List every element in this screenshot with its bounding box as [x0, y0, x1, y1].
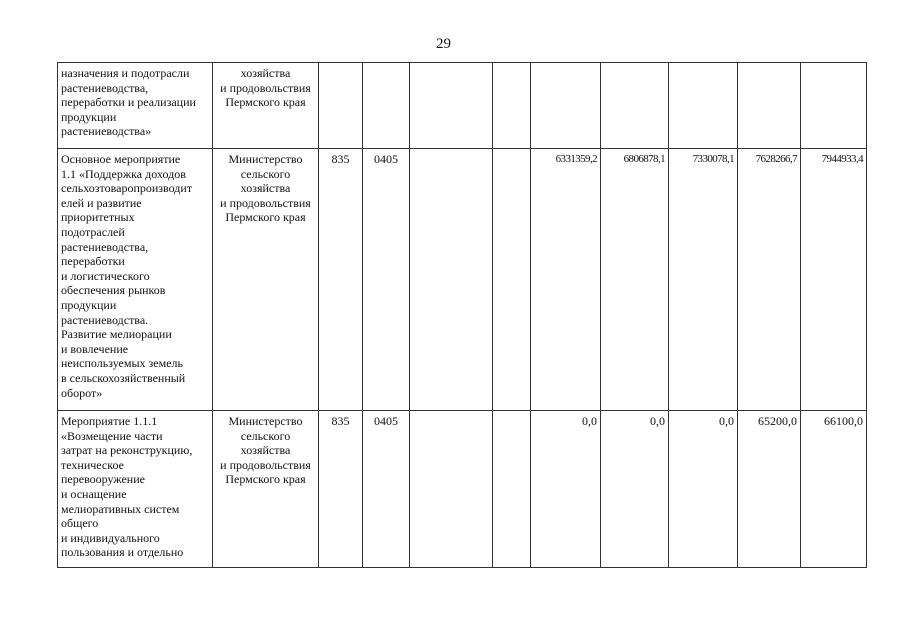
table-row: Основное мероприятие 1.1 «Поддержка дохо…	[57, 148, 867, 411]
table-row: Мероприятие 1.1.1 «Возмещение части затр…	[57, 410, 867, 568]
row-value: 7330078,1	[668, 148, 738, 411]
row-executor: хозяйства и продовольствия Пермского кра…	[212, 62, 319, 149]
row-csr	[409, 410, 493, 568]
row-vr	[492, 148, 531, 411]
row-value: 6806878,1	[600, 148, 669, 411]
row-value: 6331359,2	[530, 148, 601, 411]
row-value: 7628266,7	[737, 148, 801, 411]
page-number: 29	[436, 36, 451, 52]
row-csr	[409, 148, 493, 411]
row-vr	[492, 410, 531, 568]
table-row: назначения и подотрасли растениеводства,…	[57, 62, 867, 149]
row-value: 0,0	[530, 410, 601, 568]
row-vr	[492, 62, 531, 149]
row-value: 0,0	[600, 410, 669, 568]
row-rzpr: 0405	[362, 410, 410, 568]
row-value	[668, 62, 738, 149]
row-value	[800, 62, 867, 149]
row-csr	[409, 62, 493, 149]
row-value: 66100,0	[800, 410, 867, 568]
row-executor: Министерство сельского хозяйства и продо…	[212, 148, 319, 411]
row-grbs	[318, 62, 363, 149]
row-value: 0,0	[668, 410, 738, 568]
row-grbs: 835	[318, 148, 363, 411]
row-name: Основное мероприятие 1.1 «Поддержка дохо…	[57, 148, 213, 411]
row-executor: Министерство сельского хозяйства и продо…	[212, 410, 319, 568]
row-rzpr: 0405	[362, 148, 410, 411]
row-value	[600, 62, 669, 149]
budget-table: назначения и подотрасли растениеводства,…	[57, 62, 867, 568]
row-value	[530, 62, 601, 149]
row-rzpr	[362, 62, 410, 149]
row-value: 65200,0	[737, 410, 801, 568]
row-name: Мероприятие 1.1.1 «Возмещение части затр…	[57, 410, 213, 568]
row-name: назначения и подотрасли растениеводства,…	[57, 62, 213, 149]
row-value	[737, 62, 801, 149]
row-value: 7944933,4	[800, 148, 867, 411]
row-grbs: 835	[318, 410, 363, 568]
